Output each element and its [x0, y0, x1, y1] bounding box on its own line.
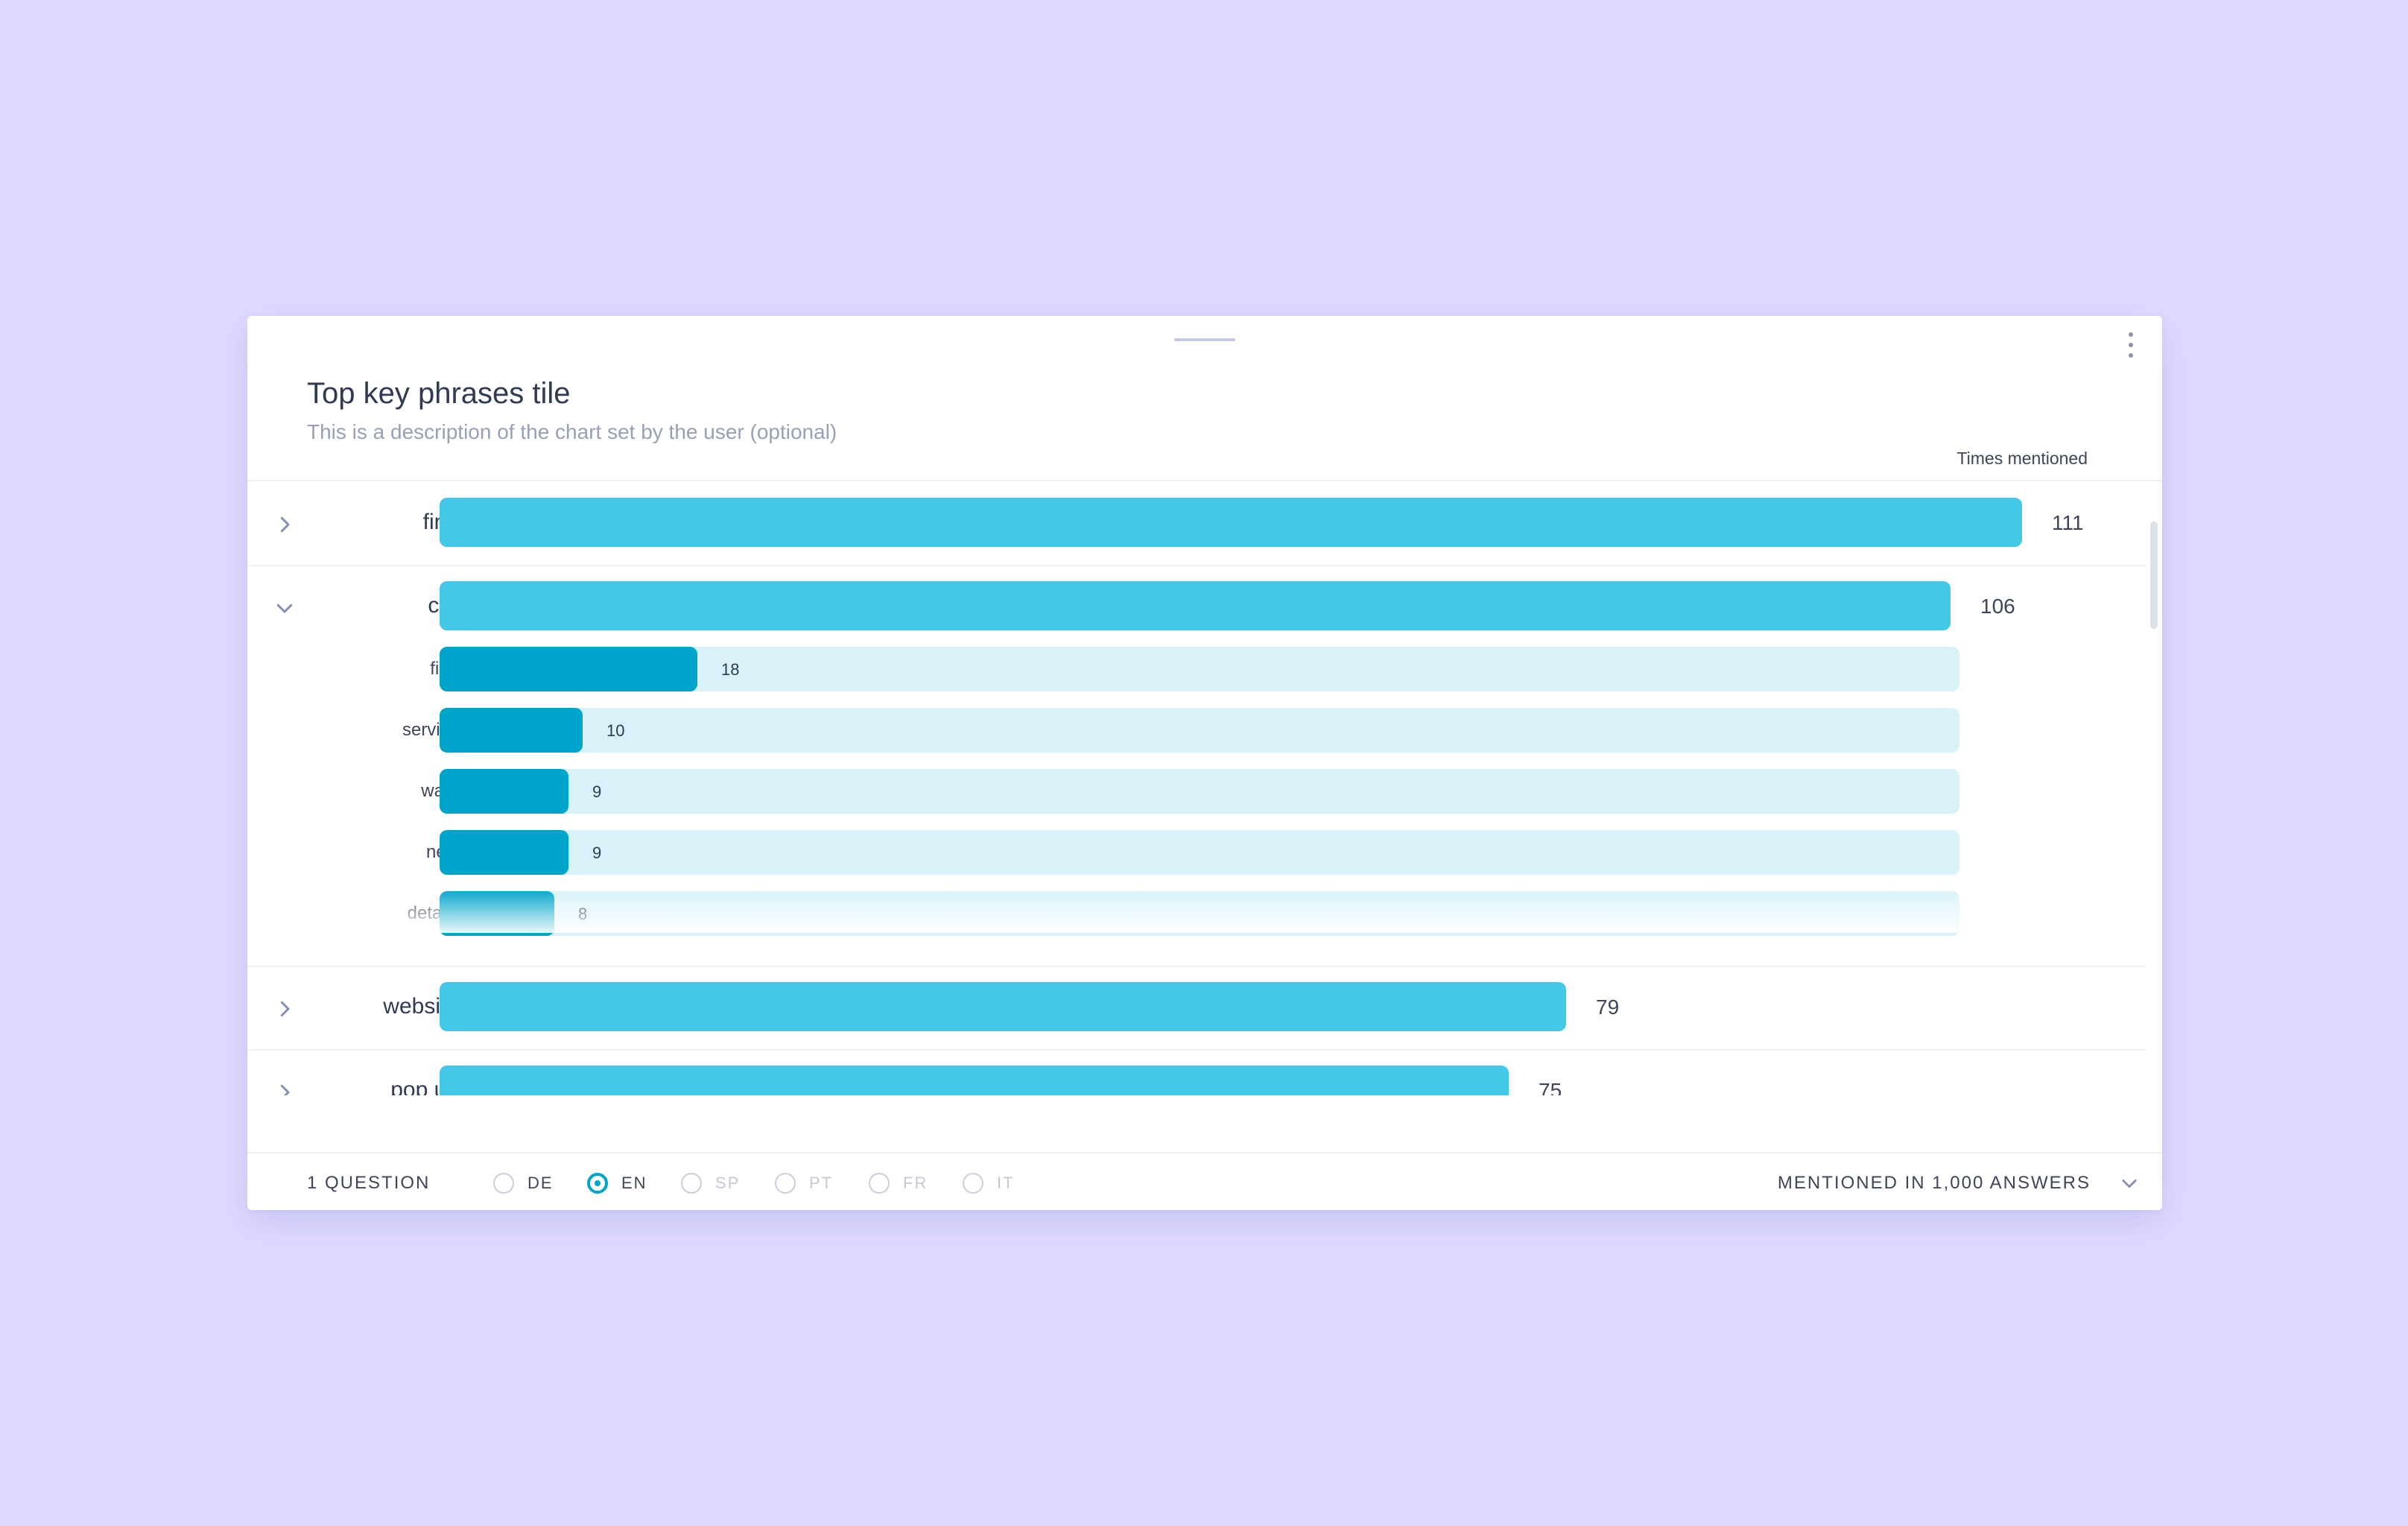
radio-button	[869, 1173, 890, 1194]
radio-button	[681, 1173, 702, 1194]
sub-phrase-bar[interactable]	[440, 708, 583, 753]
key-phrase-list: find111car106find18service10want9new9det…	[247, 480, 2162, 1095]
sub-phrase-track	[440, 830, 1959, 875]
language-option-fr: FR	[869, 1168, 928, 1198]
sub-phrase-count: 8	[578, 905, 588, 923]
mentioned-summary: MENTIONED IN 1,000 ANSWERS	[1777, 1173, 2091, 1193]
phrase-bar[interactable]	[440, 1066, 1509, 1095]
chevron-right-icon[interactable]	[271, 1079, 298, 1095]
phrase-count: 75	[1539, 1079, 1562, 1095]
sub-phrase-bar[interactable]	[440, 769, 568, 814]
phrase-bar[interactable]	[440, 498, 2022, 547]
tile-footer: 1 QUESTION DE EN SP PT FR IT MENTIONED IN 1,0…	[247, 1152, 2162, 1210]
radio-button	[963, 1173, 983, 1194]
language-option-it: IT	[963, 1168, 1015, 1198]
language-code: FR	[903, 1174, 928, 1192]
sub-phrase-track	[440, 891, 1959, 936]
radio-button[interactable]	[493, 1173, 514, 1194]
sub-phrase-count: 9	[592, 782, 602, 801]
sub-phrase-track	[440, 769, 1959, 814]
phrase-count: 111	[2052, 511, 2084, 534]
phrase-count: 106	[1980, 595, 2015, 618]
language-code: SP	[715, 1174, 741, 1192]
radio-button[interactable]	[587, 1173, 608, 1194]
scroll-thumb[interactable]	[2150, 522, 2158, 629]
language-code: DE	[527, 1174, 554, 1192]
language-code: EN	[621, 1174, 647, 1192]
chevron-right-icon[interactable]	[271, 995, 298, 1022]
language-option-de[interactable]: DE	[493, 1168, 554, 1198]
language-code: IT	[997, 1174, 1015, 1192]
radio-button	[775, 1173, 796, 1194]
language-option-pt: PT	[775, 1168, 833, 1198]
sub-phrase-bar[interactable]	[440, 647, 697, 691]
sub-phrase-count: 10	[606, 721, 625, 740]
scrollbar[interactable]	[2146, 480, 2162, 1094]
language-code: PT	[809, 1174, 834, 1192]
more-options-icon[interactable]	[2123, 332, 2138, 362]
phrase-row[interactable]: pop up 75	[247, 1049, 2146, 1095]
language-option-en[interactable]: EN	[587, 1168, 647, 1198]
chevron-down-icon[interactable]	[2116, 1170, 2143, 1197]
tile-title: Top key phrases tile	[307, 377, 571, 410]
sub-phrase-count: 18	[721, 660, 740, 679]
times-mentioned-header: Times mentioned	[1956, 449, 2088, 468]
question-count[interactable]: 1 QUESTION	[307, 1173, 431, 1193]
tile-description: This is a description of the chart set b…	[307, 420, 837, 443]
sub-phrase-track	[440, 647, 1959, 691]
language-option-sp: SP	[681, 1168, 740, 1198]
drag-handle-icon[interactable]	[1174, 338, 1235, 341]
sub-phrase-bar[interactable]	[440, 830, 568, 875]
key-phrases-tile: Top key phrases tile This is a descripti…	[247, 316, 2162, 1210]
sub-phrase-track	[440, 708, 1959, 753]
chevron-right-icon[interactable]	[271, 511, 298, 538]
phrase-row[interactable]: find111	[247, 481, 2146, 566]
chevron-down-icon[interactable]	[271, 595, 298, 621]
phrase-count: 79	[1596, 995, 1620, 1019]
phrase-bar[interactable]	[440, 581, 1951, 630]
phrase-row[interactable]: website 79	[247, 966, 2146, 1051]
phrase-row[interactable]: car106find18service10want9new9details8	[247, 565, 2146, 967]
phrase-bar[interactable]	[440, 982, 1566, 1031]
sub-phrase-count: 9	[592, 843, 602, 862]
sub-phrase-bar[interactable]	[440, 891, 554, 936]
